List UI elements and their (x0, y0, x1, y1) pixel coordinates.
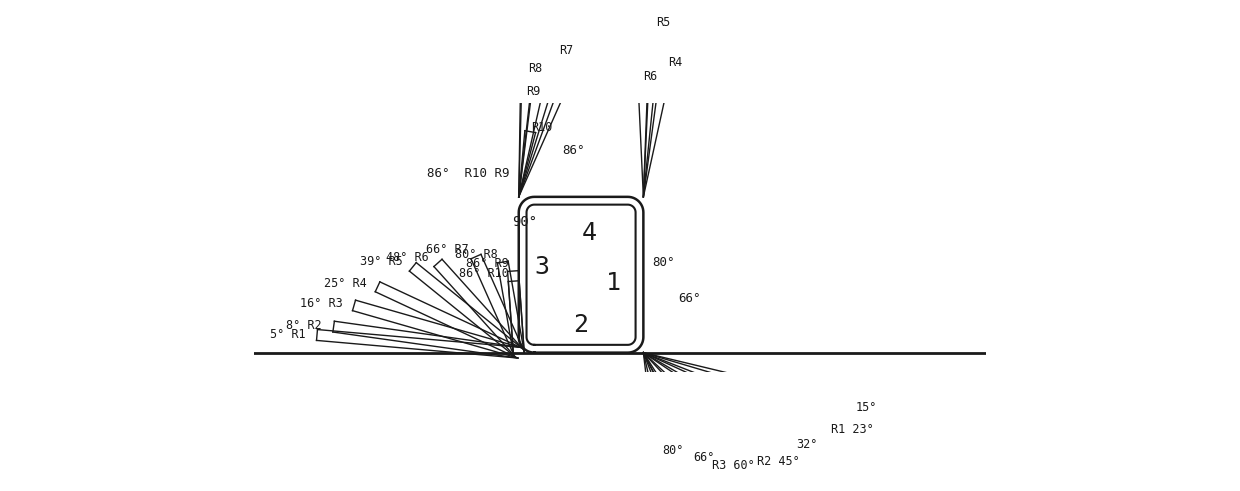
Text: 32°: 32° (796, 438, 818, 451)
Text: R7: R7 (559, 44, 573, 56)
Text: R3 60°: R3 60° (712, 459, 755, 472)
Text: 39° R5: 39° R5 (360, 255, 403, 269)
Text: 25° R4: 25° R4 (324, 277, 367, 290)
Text: R8: R8 (528, 62, 542, 75)
Text: 4: 4 (582, 220, 596, 245)
Text: 15°: 15° (856, 401, 877, 414)
Text: 66° R7: 66° R7 (427, 243, 469, 256)
Text: 66°: 66° (693, 451, 714, 464)
Text: 2: 2 (574, 313, 589, 337)
Text: R6: R6 (644, 70, 657, 82)
Text: R2 45°: R2 45° (758, 455, 800, 467)
Text: 86° R10: 86° R10 (460, 267, 510, 280)
Text: 80°: 80° (662, 443, 683, 457)
Text: R1 23°: R1 23° (831, 423, 874, 436)
Text: 16° R3: 16° R3 (300, 297, 342, 310)
Text: 66°: 66° (678, 292, 701, 304)
Text: 8° R2: 8° R2 (286, 319, 322, 332)
Text: 90°: 90° (512, 215, 537, 229)
Text: R5: R5 (656, 16, 671, 28)
Text: 80° R8: 80° R8 (455, 248, 497, 261)
Text: R4: R4 (668, 56, 682, 69)
Text: 86°  R10 R9: 86° R10 R9 (427, 167, 510, 180)
Text: 5° R1: 5° R1 (270, 328, 305, 341)
Text: 80°: 80° (652, 256, 676, 269)
Text: R10: R10 (532, 121, 553, 135)
Text: 86° R9: 86° R9 (466, 257, 508, 270)
Text: R9: R9 (526, 85, 541, 99)
Text: 86°: 86° (562, 143, 584, 157)
Text: 3: 3 (534, 255, 549, 279)
Text: 48° R6: 48° R6 (386, 250, 429, 264)
Text: 1: 1 (606, 271, 621, 295)
